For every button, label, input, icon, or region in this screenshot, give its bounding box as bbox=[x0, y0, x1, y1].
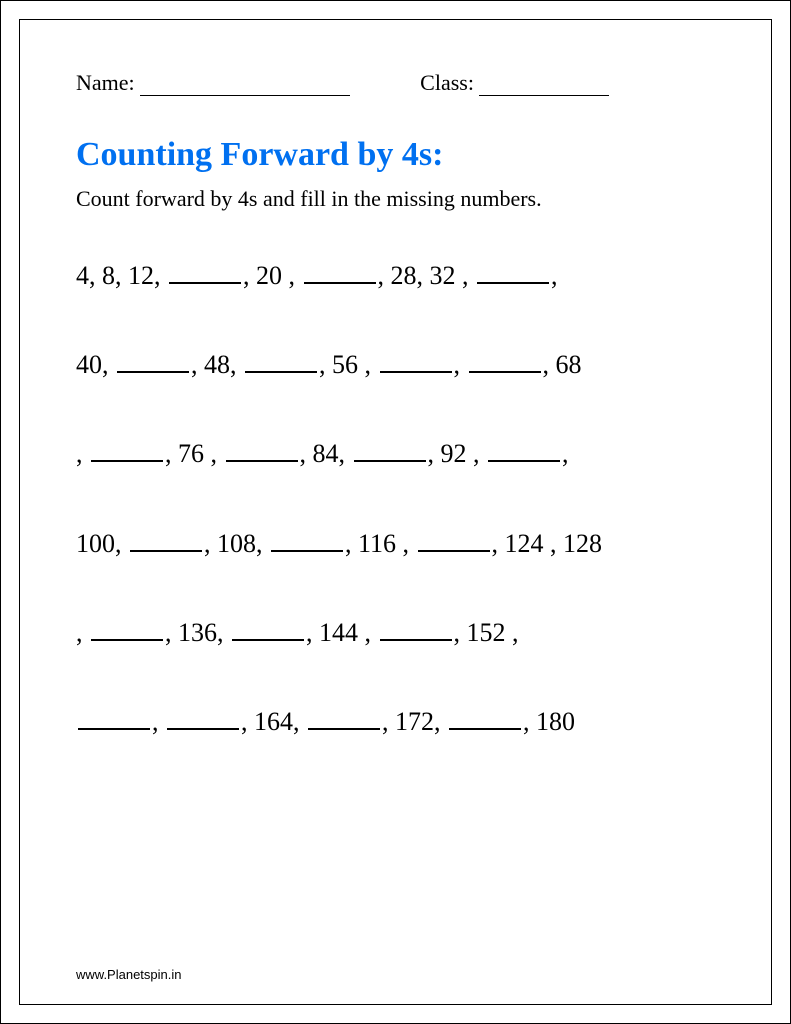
instruction-text: Count forward by 4s and fill in the miss… bbox=[76, 186, 715, 212]
problem-line: 4, 8, 12, , 20 , , 28, 32 , , bbox=[76, 260, 715, 291]
number-text: 180 bbox=[530, 707, 576, 736]
number-text bbox=[300, 707, 307, 736]
number-text: 28, bbox=[384, 261, 423, 290]
problems-container: 4, 8, 12, , 20 , , 28, 32 , , 40, , 48, ,… bbox=[76, 260, 715, 737]
number-text: , bbox=[76, 439, 83, 468]
answer-blank[interactable] bbox=[449, 707, 521, 730]
answer-blank[interactable] bbox=[91, 617, 163, 640]
problem-line: , , 136, , 144 , , 152 , bbox=[76, 617, 715, 648]
number-text bbox=[371, 618, 378, 647]
number-text: 84, bbox=[306, 439, 345, 468]
number-text: , bbox=[76, 618, 83, 647]
number-text bbox=[345, 439, 352, 468]
number-text: , bbox=[551, 261, 558, 290]
number-text bbox=[480, 439, 487, 468]
worksheet-title: Counting Forward by 4s: bbox=[76, 136, 715, 174]
number-text: 152 , bbox=[460, 618, 519, 647]
problem-line: , , 76 , , 84, , 92 , , bbox=[76, 438, 715, 469]
name-field: Name: bbox=[76, 70, 350, 96]
class-field: Class: bbox=[420, 70, 609, 96]
answer-blank[interactable] bbox=[380, 617, 452, 640]
answer-blank[interactable] bbox=[354, 439, 426, 462]
number-text bbox=[159, 707, 166, 736]
answer-blank[interactable] bbox=[130, 528, 202, 551]
number-text bbox=[469, 261, 476, 290]
worksheet-page: Name: Class: Counting Forward by 4s: Cou… bbox=[0, 0, 791, 1024]
answer-blank[interactable] bbox=[226, 439, 298, 462]
class-blank[interactable] bbox=[479, 72, 609, 96]
number-text bbox=[295, 261, 302, 290]
number-text: 144 , bbox=[313, 618, 372, 647]
answer-blank[interactable] bbox=[245, 350, 317, 373]
number-text: 108, bbox=[211, 529, 263, 558]
number-text: 32 , bbox=[423, 261, 469, 290]
class-label: Class: bbox=[420, 70, 474, 96]
number-text bbox=[371, 350, 378, 379]
number-text: 116 , bbox=[352, 529, 410, 558]
answer-blank[interactable] bbox=[477, 261, 549, 284]
problem-line: 40, , 48, , 56 , , , 68 bbox=[76, 349, 715, 380]
number-text bbox=[122, 529, 129, 558]
number-text: 4, bbox=[76, 261, 96, 290]
problem-line: 100, , 108, , 116 , , 124 , 128 bbox=[76, 528, 715, 559]
answer-blank[interactable] bbox=[169, 261, 241, 284]
name-blank[interactable] bbox=[140, 72, 350, 96]
number-text: 164, bbox=[248, 707, 300, 736]
number-text bbox=[109, 350, 116, 379]
problem-line: , , 164, , 172, , 180 bbox=[76, 706, 715, 737]
number-text: 172, bbox=[389, 707, 441, 736]
number-text bbox=[83, 439, 90, 468]
answer-blank[interactable] bbox=[78, 707, 150, 730]
number-text bbox=[83, 618, 90, 647]
number-text: 12, bbox=[122, 261, 161, 290]
answer-blank[interactable] bbox=[167, 707, 239, 730]
answer-blank[interactable] bbox=[91, 439, 163, 462]
number-text bbox=[217, 439, 224, 468]
number-text bbox=[263, 529, 270, 558]
number-text: 48, bbox=[198, 350, 237, 379]
number-text: 124 , bbox=[498, 529, 557, 558]
name-label: Name: bbox=[76, 70, 135, 96]
number-text: 8, bbox=[96, 261, 122, 290]
answer-blank[interactable] bbox=[380, 350, 452, 373]
footer-attribution: www.Planetspin.in bbox=[76, 967, 182, 982]
number-text bbox=[224, 618, 231, 647]
answer-blank[interactable] bbox=[308, 707, 380, 730]
answer-blank[interactable] bbox=[488, 439, 560, 462]
answer-blank[interactable] bbox=[304, 261, 376, 284]
number-text: , bbox=[152, 707, 159, 736]
number-text bbox=[237, 350, 244, 379]
number-text: 68 bbox=[549, 350, 582, 379]
number-text: 40, bbox=[76, 350, 109, 379]
header-row: Name: Class: bbox=[76, 70, 715, 96]
answer-blank[interactable] bbox=[117, 350, 189, 373]
answer-blank[interactable] bbox=[418, 528, 490, 551]
number-text bbox=[161, 261, 168, 290]
number-text bbox=[460, 350, 467, 379]
number-text bbox=[409, 529, 416, 558]
number-text: 100, bbox=[76, 529, 122, 558]
number-text: 92 , bbox=[434, 439, 480, 468]
answer-blank[interactable] bbox=[469, 350, 541, 373]
number-text: 56 , bbox=[326, 350, 372, 379]
number-text: 128 bbox=[557, 529, 603, 558]
number-text: 20 , bbox=[250, 261, 296, 290]
number-text bbox=[441, 707, 448, 736]
number-text: , bbox=[562, 439, 569, 468]
answer-blank[interactable] bbox=[271, 528, 343, 551]
number-text: 136, bbox=[172, 618, 224, 647]
answer-blank[interactable] bbox=[232, 617, 304, 640]
worksheet-inner-frame: Name: Class: Counting Forward by 4s: Cou… bbox=[19, 19, 772, 1005]
number-text: 76 , bbox=[172, 439, 218, 468]
